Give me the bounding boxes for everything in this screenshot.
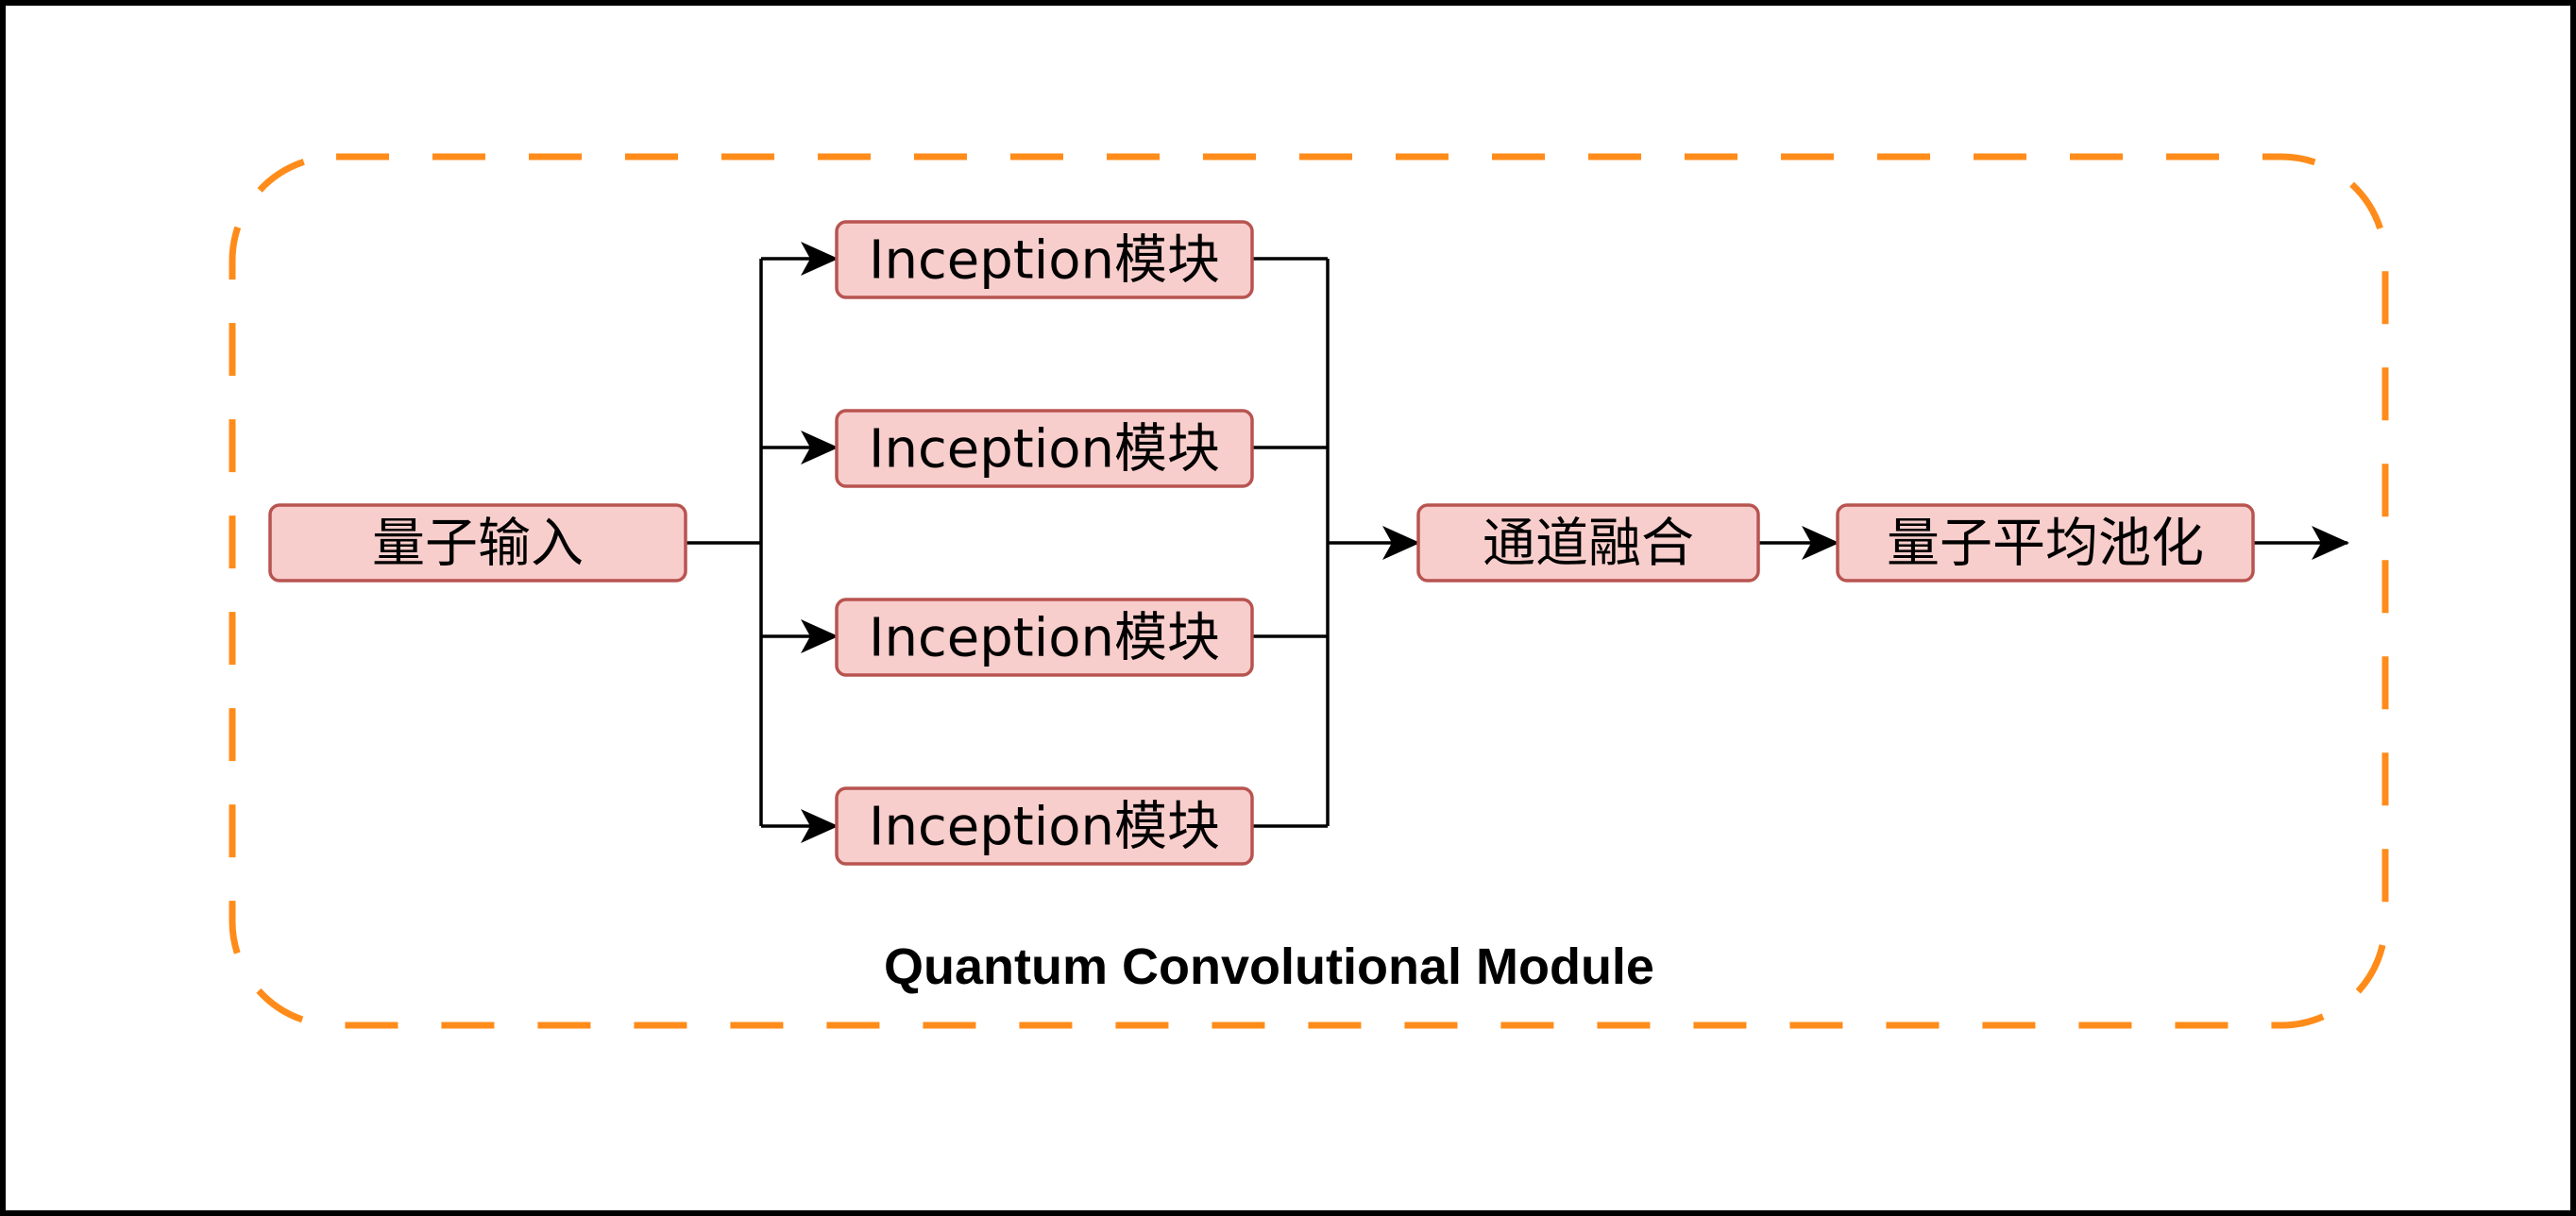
node-inception-3-label: Inception模块 — [869, 608, 1220, 669]
node-channel-fusion: 通道融合 — [1416, 503, 1760, 583]
node-inception-4: Inception模块 — [835, 786, 1254, 866]
node-inception-1-label: Inception模块 — [869, 230, 1220, 292]
module-title: Quantum Convolutional Module — [884, 938, 1654, 995]
node-quantum-avg-pooling-label: 量子平均池化 — [1887, 514, 2204, 575]
edges — [686, 242, 2349, 843]
node-inception-2-label: Inception模块 — [869, 419, 1220, 481]
node-inception-4-label: Inception模块 — [869, 797, 1220, 858]
node-inception-1: Inception模块 — [835, 220, 1254, 299]
node-quantum-avg-pooling: 量子平均池化 — [1836, 503, 2255, 583]
module-group-border — [229, 153, 2389, 1029]
node-inception-3: Inception模块 — [835, 598, 1254, 677]
node-quantum-input: 量子输入 — [268, 503, 687, 583]
node-quantum-input-label: 量子输入 — [372, 514, 584, 575]
node-channel-fusion-label: 通道融合 — [1483, 514, 1694, 575]
node-inception-2: Inception模块 — [835, 409, 1254, 488]
